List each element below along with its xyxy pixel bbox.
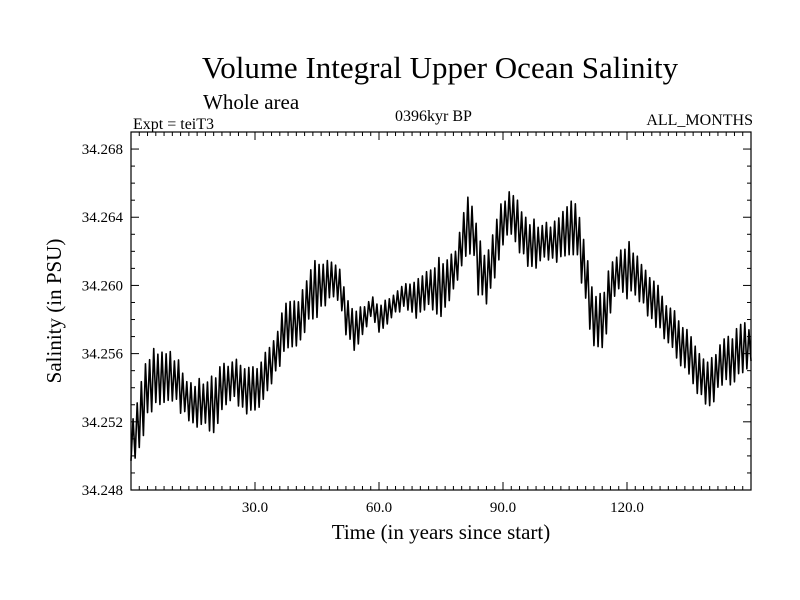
salinity-series-line [130, 191, 752, 461]
period-label: 0396kyr BP [395, 108, 472, 125]
plot-frame [130, 131, 752, 491]
y-axis-label: Salinity (in PSU) [42, 239, 66, 384]
chart-title: Volume Integral Upper Ocean Salinity [201, 50, 679, 85]
y-tick-label: 34.248 [82, 483, 123, 499]
x-tick-label: 30.0 [242, 500, 268, 516]
chart-subtitle: Whole area [203, 90, 300, 114]
y-tick-label: 34.260 [82, 278, 123, 294]
x-tick-label: 120.0 [610, 500, 644, 516]
y-tick-label: 34.268 [82, 142, 123, 158]
y-tick-label: 34.264 [82, 210, 124, 226]
x-tick-label: 90.0 [490, 500, 516, 516]
experiment-label: Expt = teiT3 [133, 116, 215, 133]
months-label: ALL_MONTHS [646, 112, 753, 129]
x-tick-label: 60.0 [366, 500, 392, 516]
y-tick-label: 34.256 [82, 347, 124, 363]
y-tick-label: 34.252 [82, 415, 123, 431]
x-axis-label: Time (in years since start) [332, 520, 551, 544]
